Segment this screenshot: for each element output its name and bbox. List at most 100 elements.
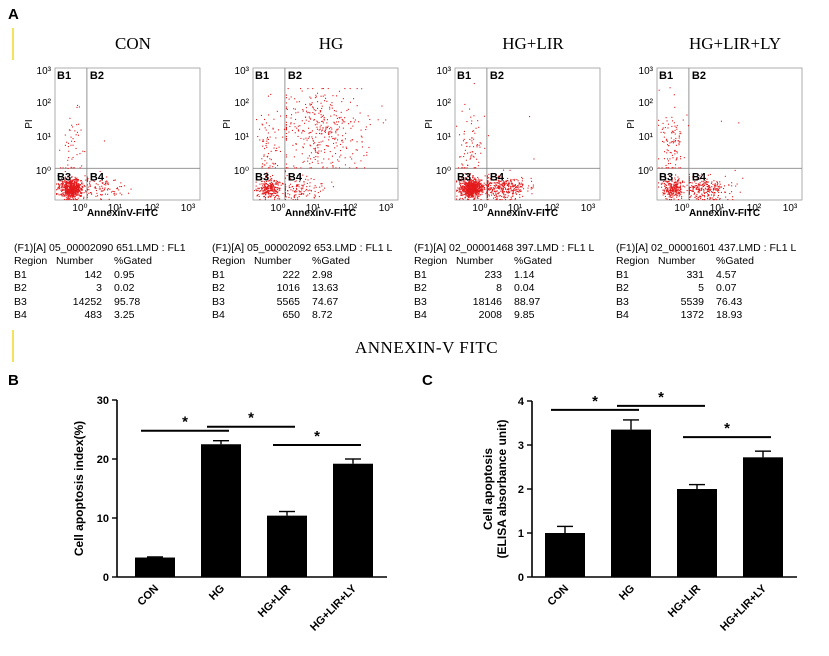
scatter-point xyxy=(257,187,259,189)
scatter-point xyxy=(485,193,487,195)
scatter-point xyxy=(273,185,275,187)
scatter-point xyxy=(335,153,337,155)
scatter-point xyxy=(323,119,325,121)
scatter-point xyxy=(672,193,674,195)
scatter-point xyxy=(710,197,712,199)
scatter-point xyxy=(699,178,701,180)
scatter-point xyxy=(472,185,474,187)
scatter-point xyxy=(676,184,678,186)
scatter-point xyxy=(469,190,471,192)
scatter-point xyxy=(692,188,694,190)
scatter-point xyxy=(466,186,468,188)
scatter-point xyxy=(84,151,86,153)
scatter-point xyxy=(264,188,266,190)
scatter-point xyxy=(476,185,478,187)
scatter-point xyxy=(78,194,80,196)
scatter-point xyxy=(302,109,304,111)
scatter-point xyxy=(664,132,666,134)
scatter-point xyxy=(300,191,302,193)
scatter-point xyxy=(285,116,287,118)
scatter-point xyxy=(474,180,476,182)
scatter-point xyxy=(468,195,470,197)
scatter-point xyxy=(735,185,737,187)
scatter-point xyxy=(470,191,472,193)
scatter-point xyxy=(505,181,507,183)
scatter-point xyxy=(669,194,671,196)
scatter-point xyxy=(338,90,340,92)
y-axis-label: PI xyxy=(626,119,637,128)
scatter-point xyxy=(462,140,464,142)
scatter-point xyxy=(100,199,102,201)
scatter-point xyxy=(521,183,523,185)
scatter-point xyxy=(671,141,673,143)
scatter-point xyxy=(352,117,354,119)
scatter-point xyxy=(319,110,321,112)
scatter-point xyxy=(270,150,272,152)
scatter-point xyxy=(263,164,265,166)
scatter-point xyxy=(501,190,503,192)
scatter-point xyxy=(264,164,266,166)
scatter-point xyxy=(501,182,503,184)
scatter-point xyxy=(59,149,61,151)
scatter-point xyxy=(271,181,273,183)
scatter-point xyxy=(477,165,479,167)
scatter-point xyxy=(278,187,280,189)
scatter-point xyxy=(486,185,488,187)
scatter-point xyxy=(708,194,710,196)
scatter-point xyxy=(481,186,483,188)
scatter-point xyxy=(688,192,690,194)
scatter-point xyxy=(308,120,310,122)
scatter-point xyxy=(511,184,513,186)
scatter-point xyxy=(674,179,676,181)
scatter-point xyxy=(70,189,72,191)
scatter-point xyxy=(509,191,511,193)
scatter-point xyxy=(76,191,78,193)
scatter-point xyxy=(489,189,491,191)
scatter-point xyxy=(668,189,670,191)
scatter-point xyxy=(677,176,679,178)
scatter-point xyxy=(461,163,463,165)
scatter-point xyxy=(695,188,697,190)
scatter-point xyxy=(64,188,66,190)
scatter-point xyxy=(344,138,346,140)
scatter-point xyxy=(86,184,88,186)
gate-stats-column-header: Region xyxy=(14,255,48,268)
scatter-point xyxy=(262,192,264,194)
scatter-point xyxy=(456,181,458,183)
scatter-point xyxy=(272,128,274,130)
scatter-point xyxy=(269,190,271,192)
scatter-point xyxy=(469,193,471,195)
scatter-point xyxy=(99,180,101,182)
scatter-point xyxy=(665,186,667,188)
scatter-point xyxy=(709,186,711,188)
scatter-point xyxy=(322,127,324,129)
scatter-point xyxy=(676,158,678,160)
scatter-point xyxy=(276,189,278,191)
scatter-point xyxy=(277,194,279,196)
scatter-point xyxy=(663,141,665,143)
scatter-point xyxy=(670,141,672,143)
scatter-point xyxy=(267,184,269,186)
scatter-point xyxy=(332,186,334,188)
scatter-point xyxy=(281,182,283,184)
scatter-point xyxy=(74,187,76,189)
scatter-point xyxy=(486,188,488,190)
scatter-point xyxy=(470,185,472,187)
scatter-point xyxy=(314,148,316,150)
scatter-point xyxy=(292,144,294,146)
scatter-point xyxy=(668,181,670,183)
scatter-point xyxy=(505,199,507,201)
scatter-point xyxy=(704,182,706,184)
scatter-point xyxy=(324,149,326,151)
scatter-point xyxy=(665,181,667,183)
scatter-point xyxy=(470,181,472,183)
scatter-point xyxy=(694,186,696,188)
scatter-point xyxy=(712,199,714,201)
scatter-point xyxy=(369,124,371,126)
scatter-point xyxy=(314,142,316,144)
scatter-point xyxy=(497,187,499,189)
scatter-point xyxy=(61,190,63,192)
scatter-point xyxy=(336,95,338,97)
